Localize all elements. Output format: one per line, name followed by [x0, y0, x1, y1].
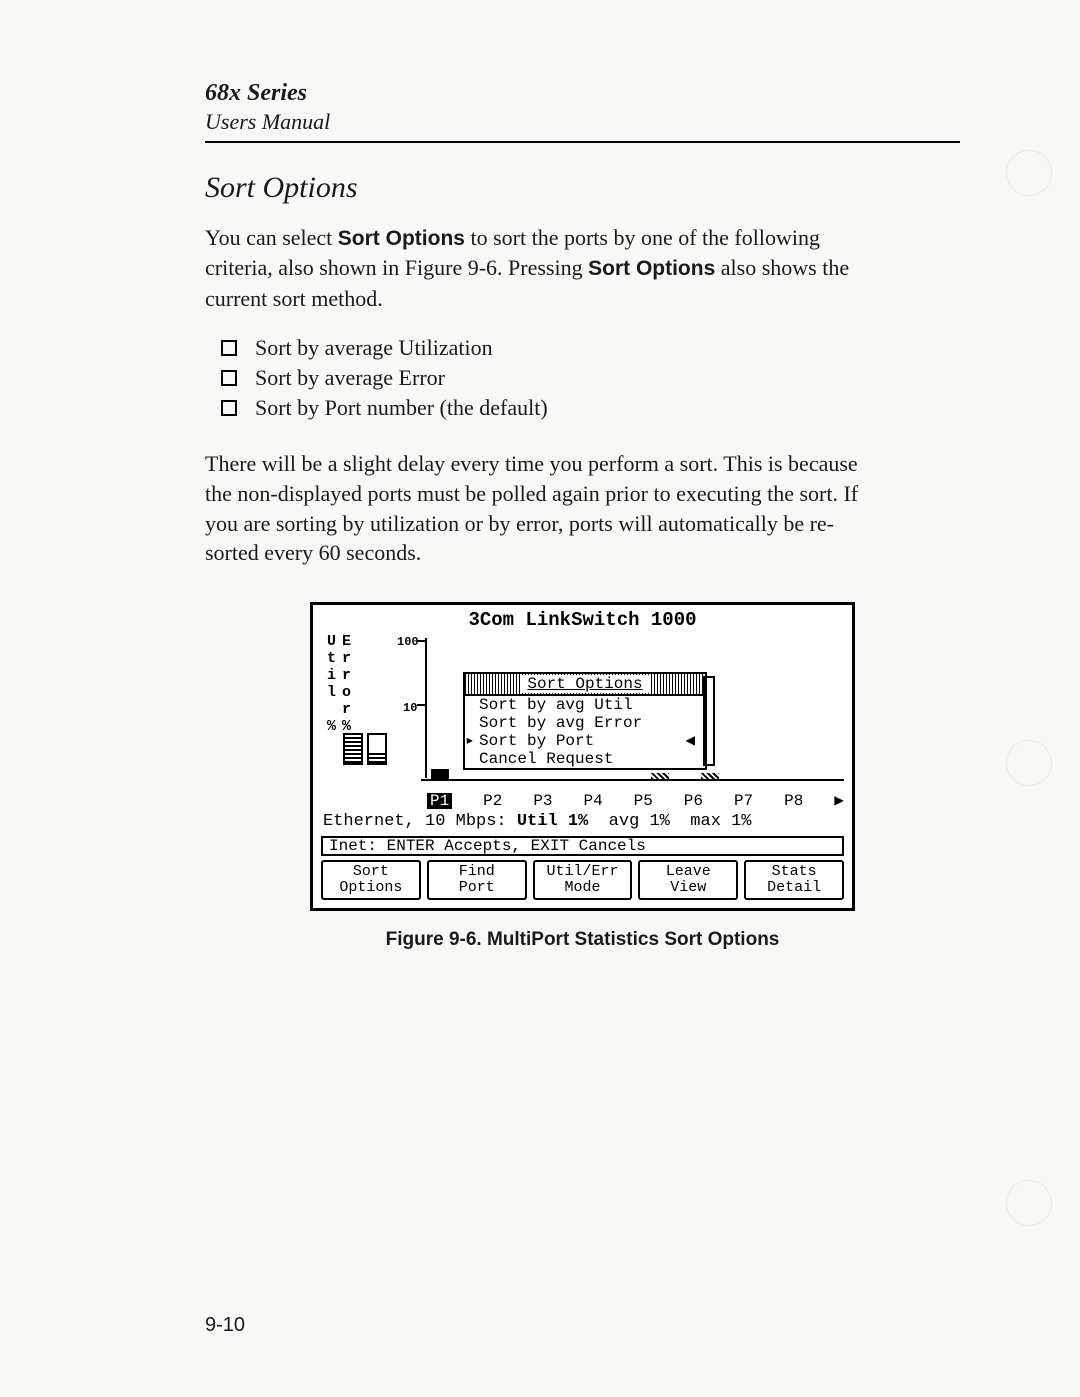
section-title: Sort Options [205, 171, 960, 205]
y-axis-labels: UE tr ir lo r %% [323, 632, 355, 736]
punch-hole-icon [1006, 740, 1052, 786]
manual-page: 68x Series Users Manual Sort Options You… [0, 0, 1080, 1397]
port-label[interactable]: P6 [684, 793, 703, 809]
options-list: Sort by average Utilization Sort by aver… [205, 335, 960, 421]
gauge-icon [343, 733, 363, 765]
text: You can select [205, 225, 338, 250]
term-sort-options: Sort Options [338, 227, 465, 250]
softkey-row: SortOptions FindPort Util/ErrMode LeaveV… [313, 856, 852, 908]
option-label: Sort by average Error [255, 365, 445, 391]
port-labels: P1 P2 P3 P4 P5 P6 P7 P8 ▶ [427, 793, 844, 809]
menu-item-sort-error[interactable]: Sort by avg Error [465, 714, 705, 732]
paragraph-1: You can select Sort Options to sort the … [205, 223, 875, 313]
x-axis [421, 779, 844, 781]
menu-item-sort-util[interactable]: Sort by avg Util [465, 696, 705, 714]
status-max: max 1% [690, 812, 751, 831]
option-label: Sort by Port number (the default) [255, 395, 548, 421]
y-tick-label: 10 [403, 702, 417, 714]
port-label[interactable]: P8 [784, 793, 803, 809]
menu-title: Sort Options [465, 674, 705, 696]
paragraph-2: There will be a slight delay every time … [205, 449, 875, 568]
device-title: 3Com LinkSwitch 1000 [313, 605, 852, 632]
status-avg: avg 1% [609, 812, 670, 831]
figure-caption: Figure 9-6. MultiPort Statistics Sort Op… [310, 929, 855, 951]
bar-icon [651, 773, 669, 779]
header-rule [205, 141, 960, 143]
axis-tick [417, 704, 425, 706]
sort-options-menu[interactable]: Sort Options Sort by avg Util Sort by av… [463, 672, 707, 770]
chart-area: UE tr ir lo r %% 100 10 [313, 632, 852, 787]
menu-item-sort-port[interactable]: Sort by Port [465, 732, 705, 750]
right-arrow-icon[interactable]: ▶ [834, 793, 844, 809]
status-prefix: Ethernet, 10 Mbps: [323, 812, 517, 831]
header-series: 68x Series [205, 80, 960, 107]
option-label: Sort by average Utilization [255, 335, 493, 361]
status-util-value: 1% [568, 812, 588, 831]
y-tick-label: 100 [397, 636, 419, 648]
header-manual: Users Manual [205, 109, 960, 135]
port-label[interactable]: P2 [483, 793, 502, 809]
softkey-sort-options[interactable]: SortOptions [321, 860, 421, 900]
softkey-leave-view[interactable]: LeaveView [638, 860, 738, 900]
option-item: Sort by Port number (the default) [205, 395, 960, 421]
figure-9-6: 3Com LinkSwitch 1000 UE tr ir lo r %% 10… [310, 602, 855, 951]
y-axis [425, 638, 427, 778]
bar-icon [431, 769, 449, 779]
softkey-util-err-mode[interactable]: Util/ErrMode [533, 860, 633, 900]
prompt-bar: Inet: ENTER Accepts, EXIT Cancels [321, 836, 844, 856]
gauge-icon [367, 733, 387, 765]
page-number: 9-10 [205, 1314, 245, 1337]
port-label[interactable]: P7 [734, 793, 753, 809]
softkey-stats-detail[interactable]: StatsDetail [744, 860, 844, 900]
menu-item-cancel[interactable]: Cancel Request [465, 750, 705, 768]
option-item: Sort by average Error [205, 365, 960, 391]
punch-hole-icon [1006, 150, 1052, 196]
port-label[interactable]: P5 [634, 793, 653, 809]
checkbox-icon [221, 370, 237, 386]
term-sort-options: Sort Options [588, 257, 715, 280]
port-label[interactable]: P3 [533, 793, 552, 809]
status-util-label: Util [517, 812, 558, 831]
bar-icon [701, 773, 719, 779]
checkbox-icon [221, 400, 237, 416]
axis-tick [417, 640, 425, 642]
port-label[interactable]: P1 [427, 793, 452, 809]
softkey-find-port[interactable]: FindPort [427, 860, 527, 900]
scrollbar-thumb-icon[interactable] [703, 676, 715, 766]
punch-hole-icon [1006, 1180, 1052, 1226]
port-label[interactable]: P4 [583, 793, 602, 809]
device-screen: 3Com LinkSwitch 1000 UE tr ir lo r %% 10… [310, 602, 855, 911]
option-item: Sort by average Utilization [205, 335, 960, 361]
checkbox-icon [221, 340, 237, 356]
